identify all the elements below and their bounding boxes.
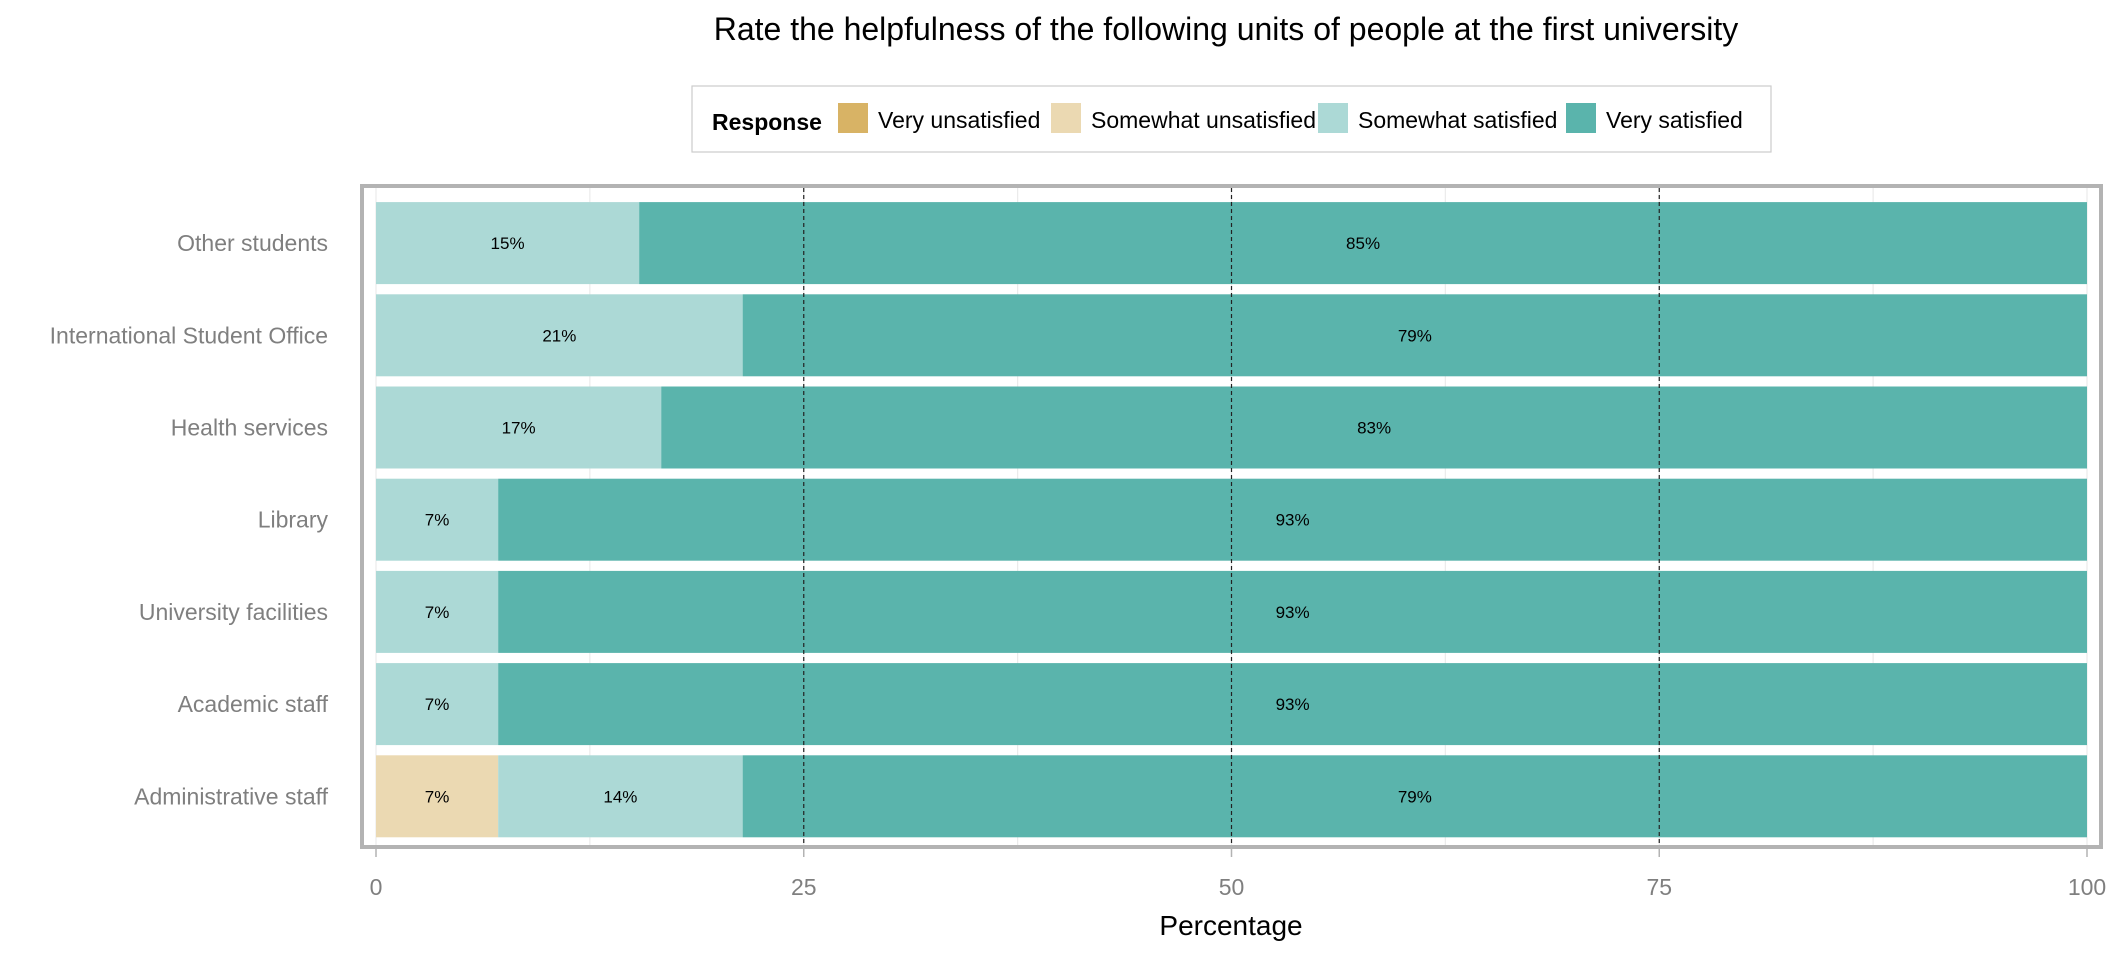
bar-health-services-somewhat-satisfied bbox=[376, 386, 662, 469]
bar-university-facilities-somewhat-satisfied bbox=[376, 570, 499, 653]
data-label: 93% bbox=[1276, 695, 1310, 714]
data-label: 15% bbox=[491, 234, 525, 253]
x-tick-label: 25 bbox=[791, 874, 817, 900]
y-tick-label-administrative-staff: Administrative staff bbox=[134, 783, 328, 809]
legend-title: Response bbox=[712, 109, 822, 135]
data-labels: 15% 85% 21% 79% 17% 83% 7% 93% 7% 93% 7% 93% 7% 14% 79… bbox=[425, 234, 1432, 806]
bar-international-student-office-very-satisfied bbox=[742, 294, 2088, 377]
data-label: 7% bbox=[425, 787, 450, 806]
bar-library-very-satisfied bbox=[498, 478, 2087, 561]
y-tick-label-academic-staff: Academic staff bbox=[178, 691, 329, 717]
legend-label-somewhat-unsatisfied: Somewhat unsatisfied bbox=[1091, 107, 1316, 133]
x-tick-label: 0 bbox=[370, 874, 383, 900]
data-label: 93% bbox=[1276, 511, 1310, 530]
legend-label-very-unsatisfied: Very unsatisfied bbox=[878, 107, 1040, 133]
data-label: 14% bbox=[603, 787, 637, 806]
data-label: 7% bbox=[425, 511, 450, 530]
legend-key-very-satisfied bbox=[1566, 103, 1596, 133]
data-label: 7% bbox=[425, 603, 450, 622]
data-label: 79% bbox=[1398, 787, 1432, 806]
bar-other-students-somewhat-satisfied bbox=[376, 202, 640, 285]
legend-label-somewhat-satisfied: Somewhat satisfied bbox=[1358, 107, 1557, 133]
y-tick-label-health-services: Health services bbox=[171, 415, 328, 441]
x-tick-label: 75 bbox=[1646, 874, 1672, 900]
legend-key-somewhat-unsatisfied bbox=[1051, 103, 1081, 133]
y-tick-label-library: Library bbox=[258, 507, 329, 533]
chart-title: Rate the helpfulness of the following un… bbox=[714, 11, 1739, 47]
legend-key-somewhat-satisfied bbox=[1318, 103, 1348, 133]
plot-area: Other students International Student Offi… bbox=[50, 184, 2106, 900]
data-label: 93% bbox=[1276, 603, 1310, 622]
y-tick-label-university-facilities: University facilities bbox=[139, 599, 328, 625]
bar-university-facilities-very-satisfied bbox=[498, 570, 2087, 653]
bars bbox=[376, 202, 2088, 838]
data-label: 83% bbox=[1357, 419, 1391, 438]
bar-administrative-staff-somewhat-satisfied bbox=[498, 755, 743, 838]
bar-international-student-office-somewhat-satisfied bbox=[376, 294, 743, 377]
legend-key-very-unsatisfied bbox=[838, 103, 868, 133]
data-label: 17% bbox=[502, 419, 536, 438]
bar-administrative-staff-very-satisfied bbox=[742, 755, 2088, 838]
data-label: 85% bbox=[1346, 234, 1380, 253]
data-label: 7% bbox=[425, 695, 450, 714]
legend: Response Very unsatisfied Somewhat unsati… bbox=[691, 85, 1772, 153]
bar-academic-staff-somewhat-satisfied bbox=[376, 663, 499, 746]
bar-academic-staff-very-satisfied bbox=[498, 663, 2087, 746]
bar-library-somewhat-satisfied bbox=[376, 478, 499, 561]
legend-label-very-satisfied: Very satisfied bbox=[1606, 107, 1743, 133]
bar-health-services-very-satisfied bbox=[661, 386, 2088, 469]
x-axis-title: Percentage bbox=[1159, 910, 1302, 941]
bar-other-students-very-satisfied bbox=[639, 202, 2087, 285]
data-label: 21% bbox=[542, 326, 576, 345]
bar-administrative-staff-somewhat-unsatisfied bbox=[376, 755, 499, 838]
x-tick-label: 100 bbox=[2068, 874, 2106, 900]
y-tick-label-international-student-office: International Student Office bbox=[50, 322, 328, 348]
x-tick-label: 50 bbox=[1219, 874, 1245, 900]
data-label: 79% bbox=[1398, 326, 1432, 345]
y-tick-label-other-students: Other students bbox=[177, 230, 328, 256]
